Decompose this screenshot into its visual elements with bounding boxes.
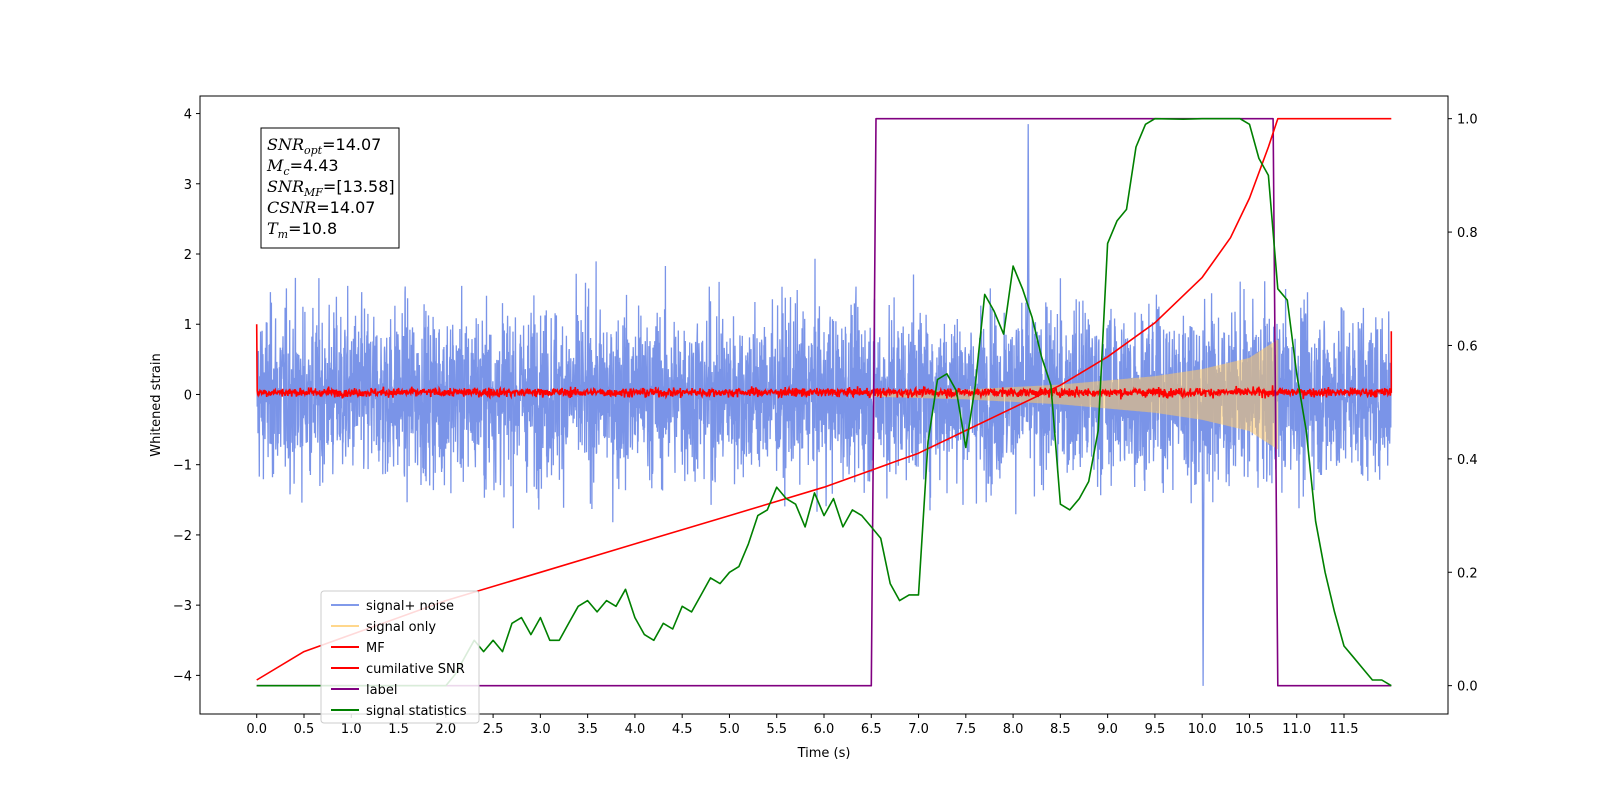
x-tick-label: 1.5 [388,722,409,737]
x-tick-label: 3.5 [577,722,598,737]
legend-entry: cumilative SNR [366,662,465,677]
x-tick-label: 11.5 [1330,722,1359,737]
x-axis-label: Time (s) [797,746,851,761]
x-tick-label: 9.5 [1145,722,1166,737]
x-tick-label: 6.5 [861,722,882,737]
y-axis-label: Whitened strain [149,353,164,456]
y-tick-label: −2 [173,529,192,544]
x-tick-label: 5.5 [766,722,787,737]
x-tick-label: 0.0 [246,722,267,737]
y-tick-label: 3 [184,178,192,193]
x-tick-label: 3.0 [530,722,551,737]
x-tick-label: 0.5 [294,722,315,737]
x-tick-label: 8.0 [1003,722,1024,737]
x-axis: 0.0 0.5 1.0 1.5 2.0 2.5 3.0 3.5 4.0 4.5 5.0 5.5 6.0 6… [246,714,1358,737]
y-axis-left: 4 3 2 1 0 −1 −2 −3 −4 [173,108,200,684]
x-tick-label: 11.0 [1282,722,1311,737]
y2-tick-label: 1.0 [1457,113,1478,128]
annotation-line: CSNR=14.07 [267,198,375,217]
x-tick-label: 1.0 [341,722,362,737]
legend: signal+ noise signal only MF cumilative SNR… [320,590,480,724]
y-tick-label: −4 [173,669,192,684]
x-tick-label: 5.0 [719,722,740,737]
y2-tick-label: 0.4 [1457,453,1478,468]
x-tick-label: 7.0 [908,722,929,737]
series-label [256,117,1392,687]
annotation-line: Tm=10.8 [267,219,337,241]
x-tick-label: 10.5 [1235,722,1264,737]
y2-tick-label: 0.6 [1457,339,1478,354]
legend-entry: signal statistics [366,704,467,719]
y-tick-label: 1 [184,318,192,333]
x-tick-label: 4.0 [625,722,646,737]
legend-entry: label [366,683,397,698]
y-tick-label: −1 [173,459,192,474]
y-tick-label: 0 [184,388,192,403]
legend-entry: signal+ noise [366,599,454,614]
x-tick-label: 4.5 [672,722,693,737]
annotation-box: SNRopt=14.07Mc=4.43SNRMF=[13.58]CSNR=14.… [260,127,400,249]
series-signal-statistics [256,117,1392,687]
x-tick-label: 7.5 [955,722,976,737]
annotation-line: SNRopt=14.07 [267,135,381,157]
legend-frame [320,590,480,724]
y2-tick-label: 0.2 [1457,566,1478,581]
x-tick-label: 10.0 [1188,722,1217,737]
y-axis-right: 1.0 0.8 0.6 0.4 0.2 0.0 [1448,113,1478,695]
y-tick-label: 4 [184,108,192,123]
x-tick-label: 8.5 [1050,722,1071,737]
y2-tick-label: 0.8 [1457,226,1478,241]
x-tick-label: 9.0 [1097,722,1118,737]
y-tick-label: 2 [184,248,192,263]
x-tick-label: 2.5 [483,722,504,737]
annotation-line: SNRMF=[13.58] [267,177,395,199]
x-tick-label: 6.0 [814,722,835,737]
legend-entry: signal only [366,620,436,635]
x-tick-label: 2.0 [435,722,456,737]
annotation-line: Mc=4.43 [266,156,339,178]
y2-tick-label: 0.0 [1457,680,1478,695]
series-mf [255,324,1393,400]
y-tick-label: −3 [173,599,192,614]
legend-entry: MF [366,641,385,656]
annotation-frame [260,127,400,249]
